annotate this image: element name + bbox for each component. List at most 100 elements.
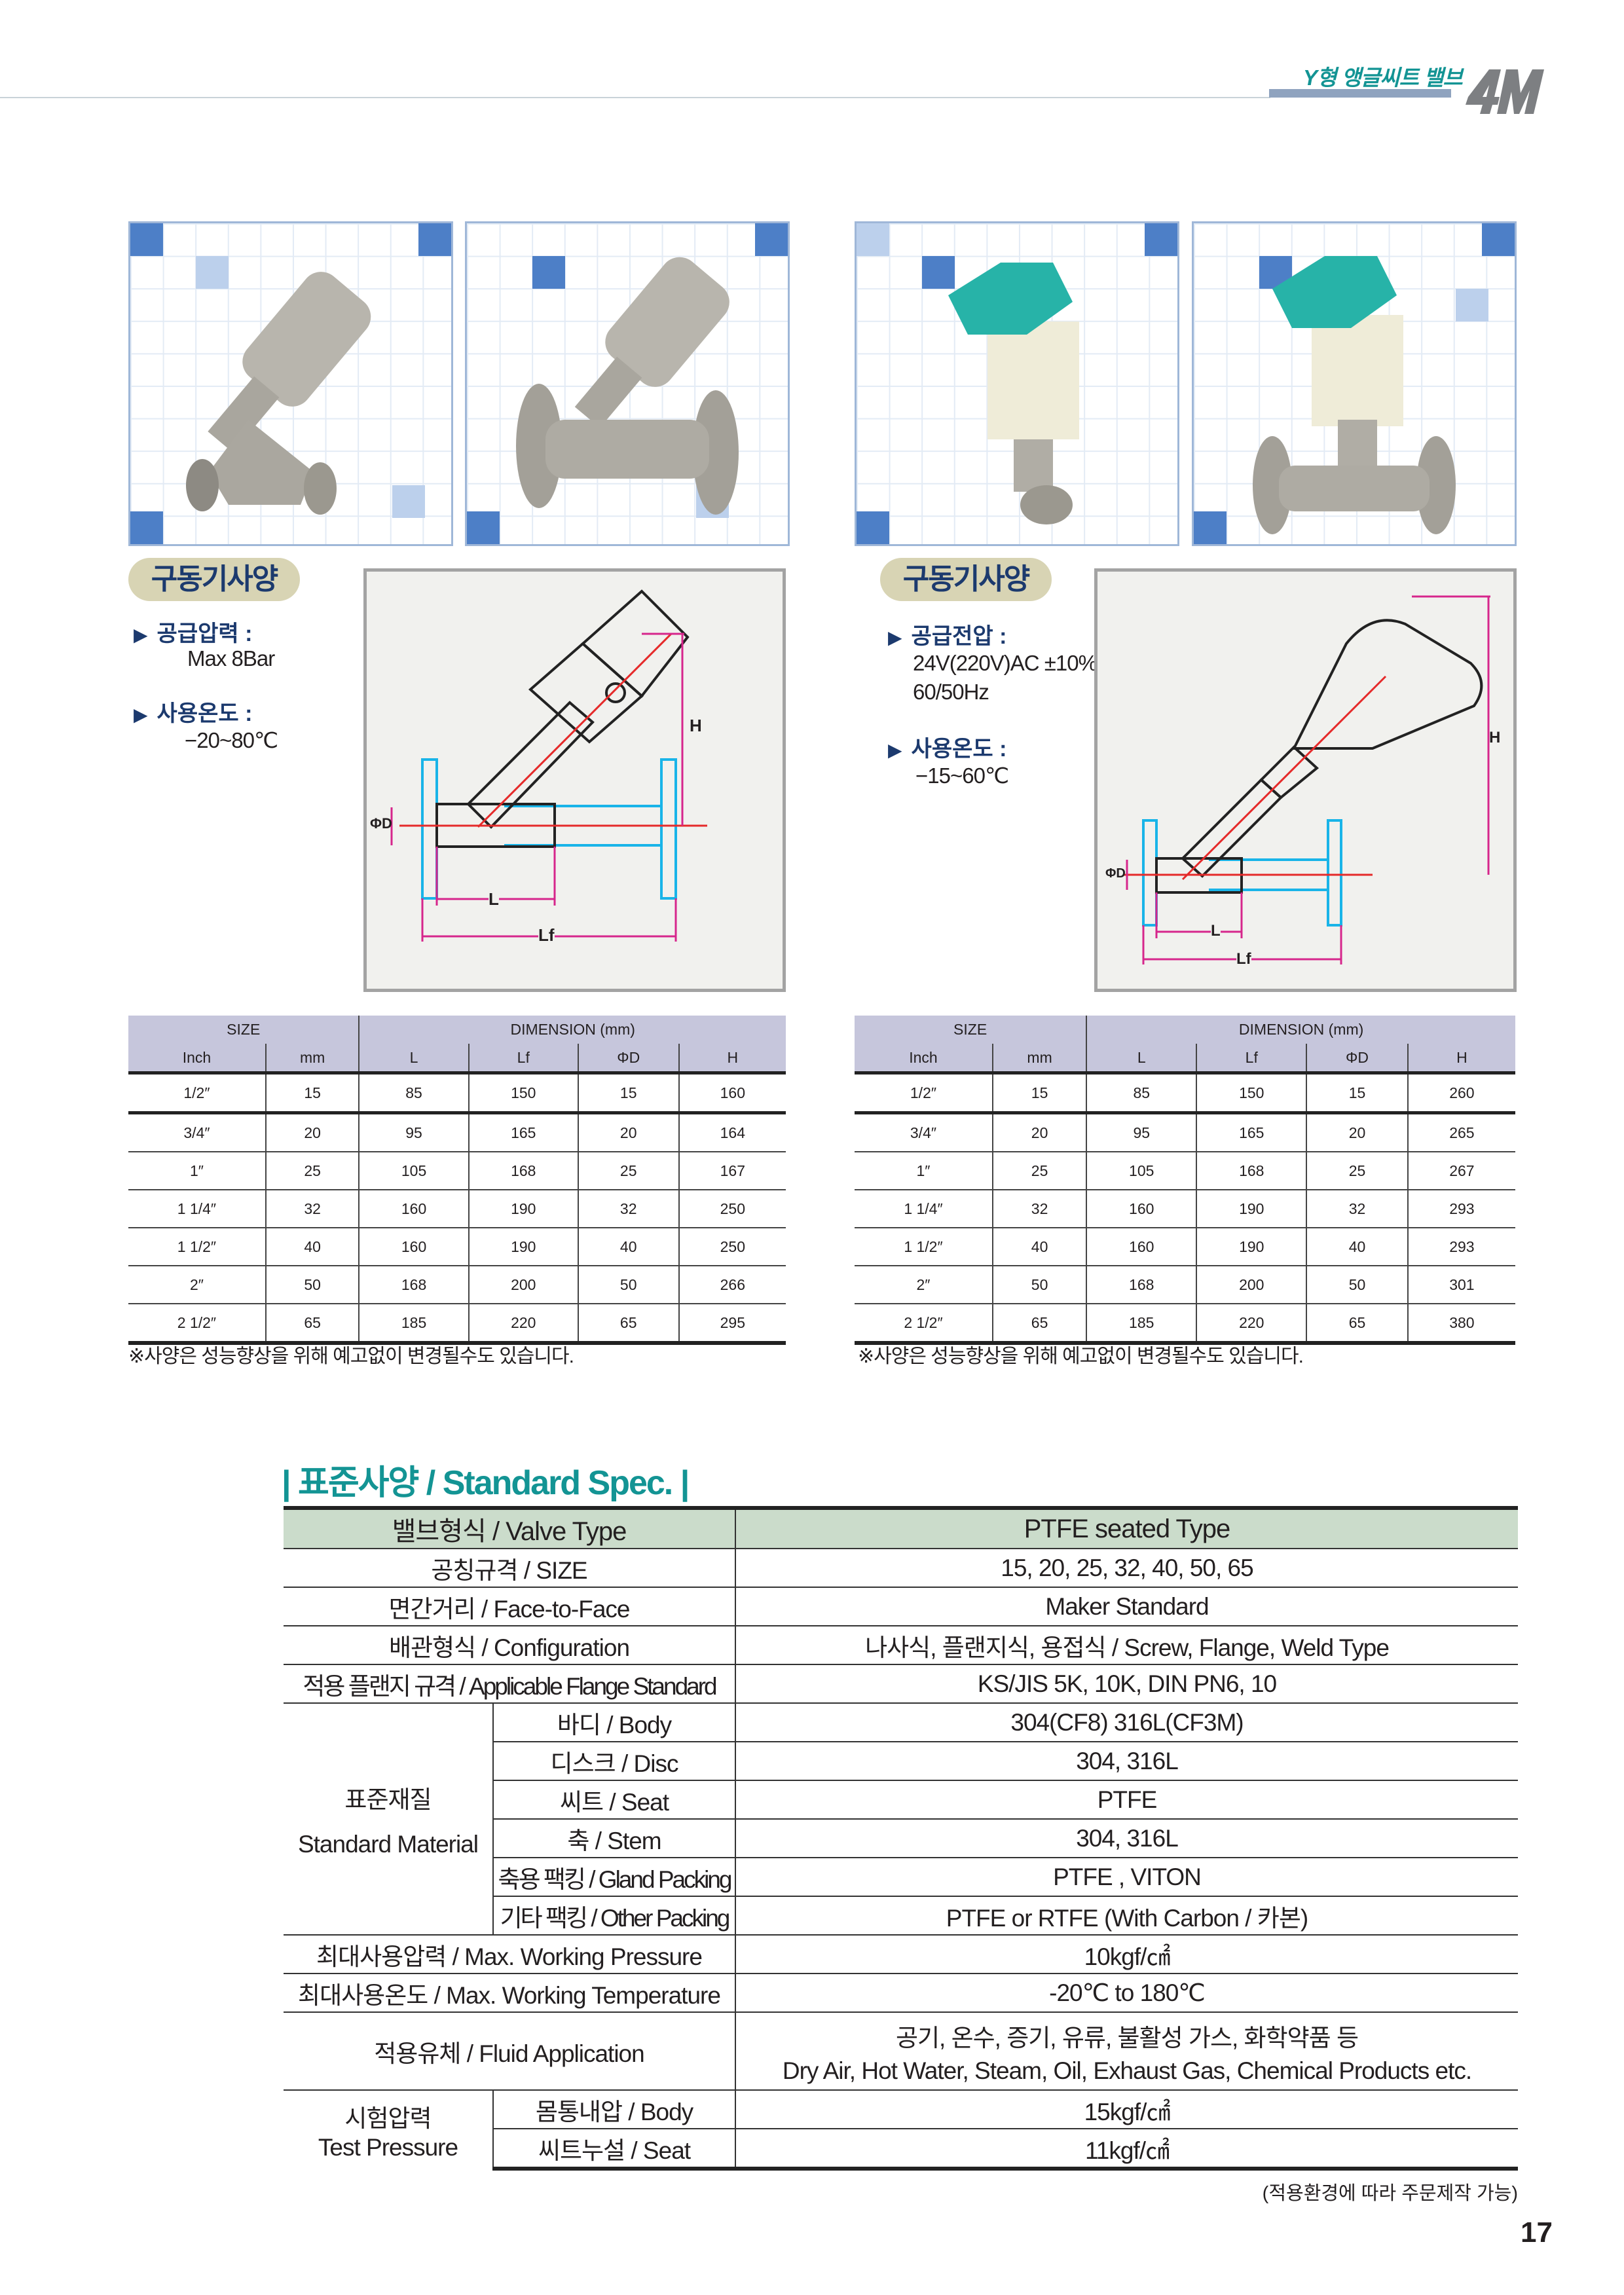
triangle-bullet-icon: ▶ bbox=[888, 627, 902, 648]
table-cell: 185 bbox=[358, 1303, 469, 1345]
table-cell: 3/4″ bbox=[128, 1111, 266, 1152]
spec-label: 면간거리 / Face-to-Face bbox=[284, 1587, 735, 1626]
table-cell: 25 bbox=[577, 1151, 679, 1190]
table-cell: 165 bbox=[468, 1111, 578, 1152]
triangle-bullet-icon: ▶ bbox=[134, 625, 148, 645]
drawing-label-lf: Lf bbox=[538, 925, 555, 946]
product-photo-electric-screw bbox=[855, 221, 1179, 546]
triangle-bullet-icon: ▶ bbox=[888, 740, 902, 760]
table-cell: 2 1/2″ bbox=[128, 1303, 266, 1345]
table-cell: 190 bbox=[468, 1189, 578, 1228]
table-cell: 85 bbox=[358, 1071, 469, 1113]
group-header-size: SIZE bbox=[855, 1016, 1087, 1044]
table-cell: 185 bbox=[1086, 1303, 1197, 1345]
spec-row-max-pressure: 최대사용압력 / Max. Working Pressure 10kgf/㎠ bbox=[284, 1934, 1518, 1974]
table-cell: 95 bbox=[1086, 1111, 1197, 1152]
spec-label: 최대사용온도 / Max. Working Temperature bbox=[284, 1973, 735, 2012]
product-photo-pneumatic-screw bbox=[128, 221, 453, 546]
table-cell: 301 bbox=[1407, 1265, 1515, 1304]
table-cell: 50 bbox=[991, 1265, 1087, 1304]
table-cell: 260 bbox=[1407, 1071, 1515, 1113]
spec-row-fluid: 적용유체 / Fluid Application 공기, 온수, 증기, 유류, … bbox=[284, 2011, 1518, 2090]
standard-spec-title: | 표준사양 / Standard Spec. | bbox=[282, 1464, 690, 1502]
table-cell: 3/4″ bbox=[855, 1111, 993, 1152]
spec-label: 밸브형식 / Valve Type bbox=[284, 1506, 735, 1549]
spec-value: PTFE bbox=[735, 1780, 1518, 1819]
table-cell: 15 bbox=[577, 1071, 679, 1113]
column-header: Inch bbox=[128, 1044, 266, 1073]
table-cell: 160 bbox=[1086, 1227, 1197, 1266]
table-cell: 1 1/4″ bbox=[855, 1189, 993, 1228]
column-header: mm bbox=[991, 1044, 1087, 1073]
actuator-spec-badge: 구동기사양 bbox=[128, 558, 300, 601]
table-cell: 32 bbox=[1306, 1189, 1408, 1228]
group-header-dimension: DIMENSION (mm) bbox=[1086, 1016, 1515, 1044]
table-cell: 65 bbox=[265, 1303, 360, 1345]
table-row: 1 1/2″ 40 160 190 40 293 bbox=[855, 1227, 1515, 1266]
table-cell: 160 bbox=[358, 1189, 469, 1228]
table-cell: 50 bbox=[577, 1265, 679, 1304]
drawing-label-lf: Lf bbox=[1236, 950, 1251, 968]
spec-label: 최대사용압력 / Max. Working Pressure bbox=[284, 1934, 735, 1974]
column-header: Lf bbox=[468, 1044, 578, 1073]
spec-value: PTFE or RTFE (With Carbon / 카본) bbox=[735, 1896, 1518, 1935]
table-cell: 380 bbox=[1407, 1303, 1515, 1345]
header-bar bbox=[1269, 89, 1451, 98]
table-cell: 267 bbox=[1407, 1151, 1515, 1190]
spec-row-configuration: 배관형식 / Configuration 나사식, 플랜지식, 용접식 / Scr… bbox=[284, 1625, 1518, 1664]
drawing-label-l: L bbox=[489, 889, 499, 909]
section-title: Y형 앵글씨트 밸브 bbox=[1303, 65, 1463, 90]
table-cell: 25 bbox=[265, 1151, 360, 1190]
table-row: 3/4″ 20 95 165 20 265 bbox=[855, 1111, 1515, 1152]
table-cell: 40 bbox=[991, 1227, 1087, 1266]
drawing-label-h: H bbox=[690, 716, 702, 735]
table-cell: 168 bbox=[358, 1265, 469, 1304]
spec-row-material-gland-packing: 축용 팩킹 / Gland Packing PTFE , VITON bbox=[284, 1857, 1518, 1896]
spec-value: PTFE , VITON bbox=[735, 1857, 1518, 1896]
table-cell: 200 bbox=[468, 1265, 578, 1304]
spec-label: 배관형식 / Configuration bbox=[284, 1625, 735, 1664]
drawing-label-d: ΦD bbox=[1105, 866, 1126, 881]
drawing-label-l: L bbox=[1211, 922, 1221, 940]
table-cell: 190 bbox=[1196, 1227, 1307, 1266]
operating-temp-value: −20~80℃ bbox=[185, 728, 278, 752]
spec-label: 씨트누설 / Seat bbox=[492, 2128, 735, 2171]
spec-row-max-temperature: 최대사용온도 / Max. Working Temperature -20℃ to… bbox=[284, 1973, 1518, 2012]
spec-label: 적용유체 / Fluid Application bbox=[284, 2011, 735, 2090]
table-cell: 293 bbox=[1407, 1227, 1515, 1266]
table-row: 3/4″ 20 95 165 20 164 bbox=[128, 1111, 786, 1152]
table-row: 2 1/2″ 65 185 220 65 380 bbox=[855, 1303, 1515, 1345]
operating-temp-label: ▶ 사용온도 : bbox=[888, 737, 1007, 762]
table-cell: 150 bbox=[1196, 1071, 1307, 1113]
table-cell: 150 bbox=[468, 1071, 578, 1113]
table-cell: 105 bbox=[1086, 1151, 1197, 1190]
table-row: 1 1/4″ 32 160 190 32 293 bbox=[855, 1189, 1515, 1228]
spec-label: 씨트 / Seat bbox=[492, 1780, 735, 1819]
spec-row-material-stem: 축 / Stem 304, 316L bbox=[284, 1818, 1518, 1858]
table-cell: 65 bbox=[1306, 1303, 1408, 1345]
spec-value: 304, 316L bbox=[735, 1818, 1518, 1858]
table-cell: 190 bbox=[468, 1227, 578, 1266]
table-cell: 95 bbox=[358, 1111, 469, 1152]
spec-row-material-disc: 디스크 / Disc 304, 316L bbox=[284, 1741, 1518, 1780]
spec-value: 10kgf/㎠ bbox=[735, 1934, 1518, 1974]
spec-value: 15kgf/㎠ bbox=[735, 2089, 1518, 2129]
table-cell: 160 bbox=[358, 1227, 469, 1266]
table-cell: 20 bbox=[1306, 1111, 1408, 1152]
table-cell: 20 bbox=[577, 1111, 679, 1152]
supply-pressure-value: Max 8Bar bbox=[187, 646, 275, 670]
table-cell: 40 bbox=[577, 1227, 679, 1266]
table-cell: 50 bbox=[1306, 1265, 1408, 1304]
table-cell: 168 bbox=[1086, 1265, 1197, 1304]
spec-row-size: 공칭규격 / SIZE 15, 20, 25, 32, 40, 50, 65 bbox=[284, 1548, 1518, 1587]
spec-label: 기타 팩킹 / Other Packing bbox=[492, 1896, 735, 1935]
valve-photo-icon bbox=[1194, 223, 1515, 544]
spec-value: 나사식, 플랜지식, 용접식 / Screw, Flange, Weld Typ… bbox=[735, 1625, 1518, 1664]
table-cell: 220 bbox=[1196, 1303, 1307, 1345]
table-cell: 160 bbox=[678, 1071, 786, 1113]
column-header: H bbox=[1407, 1044, 1515, 1073]
column-header: Lf bbox=[1196, 1044, 1307, 1073]
table-cell: 2″ bbox=[128, 1265, 266, 1304]
spec-value: 공기, 온수, 증기, 유류, 불활성 가스, 화학약품 등 Dry Air, H… bbox=[735, 2011, 1518, 2090]
table-cell: 25 bbox=[991, 1151, 1087, 1190]
